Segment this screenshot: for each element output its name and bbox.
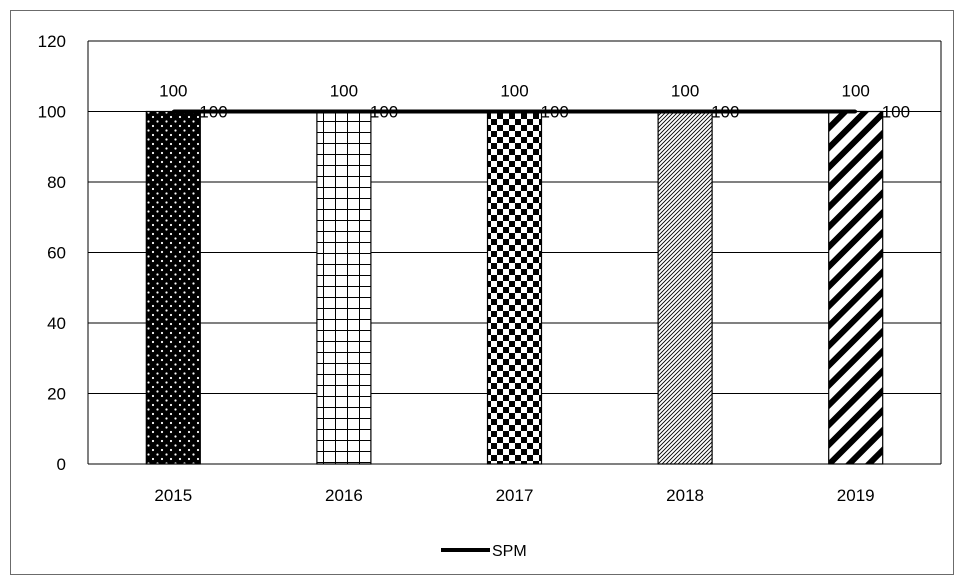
axes: 0 20 40 60 80 100 120 2015 2016 2017 2018 2019 xyxy=(38,32,942,505)
x-tick-label: 2016 xyxy=(325,486,363,505)
line-data-label: 100 xyxy=(882,103,910,122)
chart-frame: 100 100 100 100 100 100 100 100 100 100 0 20 40 60 80… xyxy=(10,10,954,575)
y-tick-label: 20 xyxy=(47,385,66,404)
bar xyxy=(828,110,884,465)
y-tick-label: 0 xyxy=(57,455,66,474)
line-data-label: 100 xyxy=(370,103,398,122)
data-labels: 100 100 100 100 100 100 100 100 100 100 xyxy=(159,82,910,122)
x-tick-label: 2015 xyxy=(154,486,192,505)
y-tick-label: 60 xyxy=(47,244,66,263)
spm-point xyxy=(683,110,687,113)
spm-line-series xyxy=(171,109,858,114)
y-tick-label: 120 xyxy=(38,32,66,51)
x-tick-label: 2019 xyxy=(837,486,875,505)
y-tick-label: 80 xyxy=(47,173,66,192)
spm-point xyxy=(171,110,175,113)
y-tick-label: 100 xyxy=(38,103,66,122)
bar-data-label: 100 xyxy=(842,82,870,101)
bar xyxy=(316,110,372,465)
bars xyxy=(145,110,884,465)
y-tick-label: 40 xyxy=(47,314,66,333)
bar-data-label: 100 xyxy=(671,82,699,101)
line-data-label: 100 xyxy=(199,103,227,122)
bar-data-label: 100 xyxy=(500,82,528,101)
spm-point xyxy=(854,110,858,113)
line-data-label: 100 xyxy=(711,103,739,122)
x-tick-label: 2017 xyxy=(496,486,534,505)
spm-point xyxy=(342,110,346,113)
line-data-label: 100 xyxy=(541,103,569,122)
legend[interactable]: SPM xyxy=(441,543,527,560)
bar xyxy=(145,110,201,465)
bar-data-label: 100 xyxy=(159,82,187,101)
legend-label-spm: SPM xyxy=(492,543,527,560)
bar xyxy=(657,110,713,465)
x-tick-label: 2018 xyxy=(666,486,704,505)
bar xyxy=(486,110,543,465)
bar-data-label: 100 xyxy=(330,82,358,101)
spm-point xyxy=(513,110,516,113)
bar-line-chart: 100 100 100 100 100 100 100 100 100 100 0 20 40 60 80… xyxy=(38,32,942,560)
